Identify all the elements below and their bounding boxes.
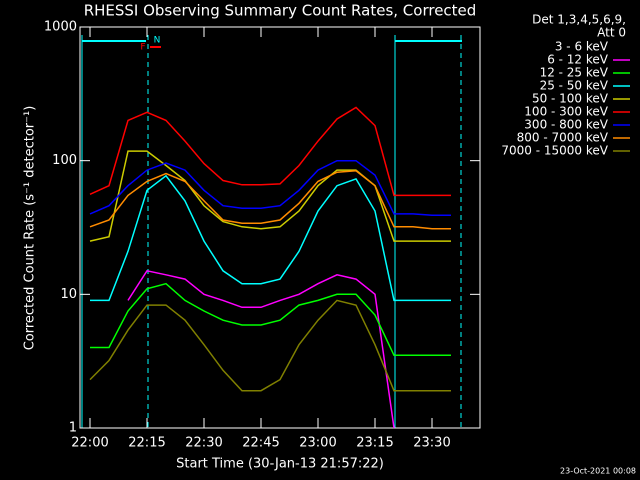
x-tick-label: 23:00: [299, 436, 336, 451]
legend-label: 100 - 300 keV: [524, 105, 608, 119]
x-tick-label: 22:00: [71, 436, 108, 451]
y-tick-label: 10: [60, 287, 77, 302]
annotation: F: [140, 43, 145, 53]
y-tick-label: 100: [52, 153, 77, 168]
x-tick-label: 22:15: [128, 436, 165, 451]
legend-label: 6 - 12 keV: [547, 53, 609, 67]
series-line: [127, 307, 376, 424]
y-axis-label: Corrected Count Rate (s⁻¹ detector⁻¹): [23, 106, 38, 351]
plot-frame: [79, 26, 481, 429]
x-tick-label: 22:45: [242, 436, 279, 451]
y-tick-label: 1000: [44, 20, 77, 35]
x-axis-label: Start Time (30-Jan-13 21:57:22): [176, 457, 384, 472]
legend-header: Att 0: [597, 26, 626, 40]
legend-label: 50 - 100 keV: [532, 92, 609, 106]
legend-label: 25 - 50 keV: [540, 79, 609, 93]
legend-label: 7000 - 15000 keV: [501, 144, 608, 158]
footer: 23-Oct-2021 00:08: [560, 467, 636, 476]
legend-header: Det 1,3,4,5,6,9,: [532, 13, 626, 27]
x-tick-label: 22:30: [185, 436, 222, 451]
series-line: [89, 299, 451, 392]
series-line: [90, 174, 451, 302]
legend-label: 300 - 800 keV: [524, 118, 608, 132]
y-tick-label: 1: [69, 421, 77, 436]
annotation: N: [154, 36, 161, 46]
decor: [81, 35, 462, 428]
series-line: [89, 106, 451, 197]
series-line: [89, 150, 451, 242]
legend-label: 3 - 6 keV: [555, 40, 609, 54]
legend-label: 800 - 7000 keV: [517, 131, 609, 145]
series-line: [127, 269, 395, 429]
series-line: [89, 159, 451, 217]
series-line: [90, 282, 451, 357]
series-line: [89, 170, 451, 230]
chart-title: RHESSI Observing Summary Count Rates, Co…: [84, 2, 477, 20]
x-tick-label: 23:30: [413, 436, 450, 451]
x-tick-label: 23:15: [356, 436, 393, 451]
legend-label: 12 - 25 keV: [540, 66, 609, 80]
